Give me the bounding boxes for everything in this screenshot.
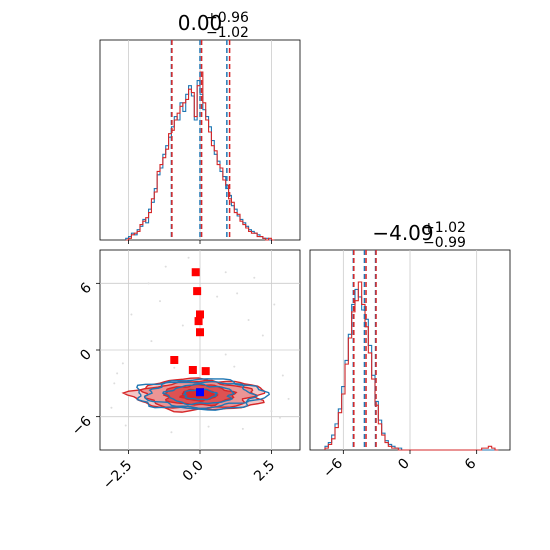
title2-main: −4.09 xyxy=(372,221,433,245)
marker-square-red xyxy=(170,356,179,364)
x-tick-label: −6 xyxy=(320,455,346,481)
scatter-point xyxy=(216,295,219,298)
scatter-point xyxy=(287,397,290,400)
scatter-point xyxy=(173,366,176,369)
scatter-point xyxy=(241,427,244,430)
scatter-point xyxy=(261,334,264,337)
title1-sub: −1.02 xyxy=(206,25,249,41)
marker-square-red xyxy=(194,317,203,326)
y-tick-label: −6 xyxy=(69,413,95,439)
scatter-point xyxy=(236,292,239,295)
contour-markers xyxy=(170,268,210,397)
contour-panel: −2.5 0.0 2.5 −6 0 6 xyxy=(69,249,301,493)
contour-blue-level xyxy=(144,380,259,410)
histogram-param2-panel: −6 0 6 −4.09 +1.02 −0.99 xyxy=(309,220,511,481)
scatter-point xyxy=(150,340,153,343)
contour-x-ticks: −2.5 0.0 2.5 xyxy=(100,450,278,493)
x-tick-label: 2.5 xyxy=(251,458,278,485)
scatter-point xyxy=(281,374,284,377)
y-tick-label: 6 xyxy=(77,280,95,298)
scatter-point xyxy=(147,282,150,285)
contour-blue-level xyxy=(162,383,236,406)
title2-sup: +1.02 xyxy=(423,220,466,236)
title1-main: 0.00 xyxy=(178,11,223,35)
x-tick-label: 6 xyxy=(462,455,480,473)
histogram-param2-bars xyxy=(324,281,499,451)
scatter-point xyxy=(233,365,236,368)
scatter-point xyxy=(270,410,273,413)
histogram-step-series-2 xyxy=(125,71,275,241)
scatter-point xyxy=(253,276,256,279)
histogram-param1-quantile-lines xyxy=(170,40,231,240)
marker-square-red xyxy=(193,287,202,296)
x-tick-label: 0 xyxy=(395,456,413,474)
histogram-param1-bars xyxy=(125,71,275,241)
scatter-point xyxy=(224,271,227,274)
scatter-point xyxy=(187,256,190,259)
scatter-point xyxy=(116,372,119,375)
histogram-param2-grid xyxy=(342,250,478,450)
scatter-point xyxy=(273,303,276,306)
marker-square-red xyxy=(191,268,200,277)
scatter-point xyxy=(181,324,184,327)
x-tick-label: −2.5 xyxy=(100,458,135,493)
histogram-step-series-2 xyxy=(324,281,499,451)
histogram-param2-x-ticks: −6 0 6 xyxy=(320,450,480,481)
scatter-point xyxy=(110,406,113,409)
scatter-point xyxy=(170,431,173,434)
histogram-param2-quantile-lines xyxy=(352,250,377,450)
scatter-point xyxy=(207,425,210,428)
histogram-param1-panel: 0.00 +0.96 −1.02 xyxy=(99,10,301,244)
scatter-point xyxy=(247,319,250,321)
scatter-point xyxy=(113,382,116,385)
scatter-point xyxy=(130,313,133,316)
contour-y-ticks: −6 0 6 xyxy=(69,280,100,439)
marker-square-red xyxy=(196,310,204,319)
x-tick-label: 0.0 xyxy=(180,458,207,485)
scatter-point xyxy=(124,424,127,427)
histogram-param2-title: −4.09 xyxy=(372,221,433,245)
marker-square-red xyxy=(188,366,197,374)
title2-sub: −0.99 xyxy=(423,235,466,251)
marker-square-red xyxy=(201,367,210,376)
contour-grid xyxy=(100,250,300,450)
scatter-point xyxy=(279,416,281,419)
marker-square-red xyxy=(196,328,204,337)
contour-blue-level xyxy=(136,378,270,411)
scatter-point xyxy=(159,300,161,303)
y-tick-label: 0 xyxy=(77,347,95,365)
marker-square-blue xyxy=(196,388,204,397)
scatter-point xyxy=(121,362,124,365)
histogram-param1-title: 0.00 xyxy=(178,11,223,35)
histogram-param1-x-ticks xyxy=(128,240,272,244)
scatter-point xyxy=(164,265,167,268)
title1-sup: +0.96 xyxy=(206,10,249,26)
contour-blue-level xyxy=(182,388,219,401)
scatter-point xyxy=(224,353,227,356)
